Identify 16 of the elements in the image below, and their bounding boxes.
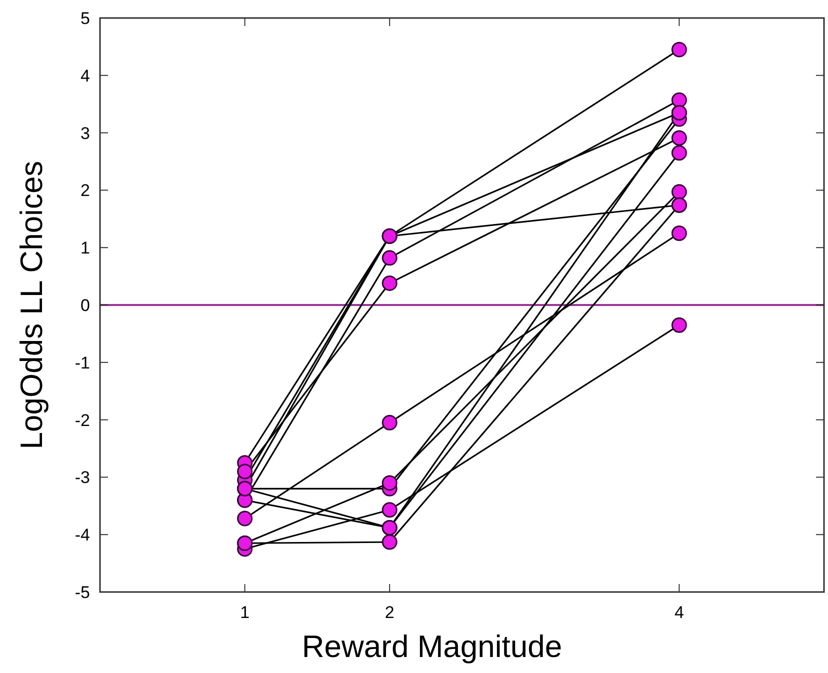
y-tick-label: 4 bbox=[80, 66, 90, 86]
y-tick-label: 1 bbox=[80, 238, 90, 258]
y-axis-title: LogOdds LL Choices bbox=[14, 160, 49, 450]
y-tick-label: 5 bbox=[80, 8, 90, 28]
y-tick-label: -4 bbox=[74, 526, 90, 545]
x-tick-label: 4 bbox=[674, 603, 684, 622]
y-tick-label: -3 bbox=[74, 468, 90, 488]
x-tick-label: 2 bbox=[384, 603, 394, 622]
x-axis-title: Reward Magnitude bbox=[302, 629, 562, 664]
x-tick-label: 1 bbox=[240, 603, 250, 622]
y-tick-label: -1 bbox=[74, 353, 90, 372]
y-tick-label: 2 bbox=[80, 181, 90, 200]
y-tick-label: 3 bbox=[80, 124, 90, 143]
y-tick-label: -2 bbox=[74, 410, 90, 430]
y-tick-label: 0 bbox=[80, 296, 90, 315]
y-tick-label: -5 bbox=[74, 582, 90, 602]
